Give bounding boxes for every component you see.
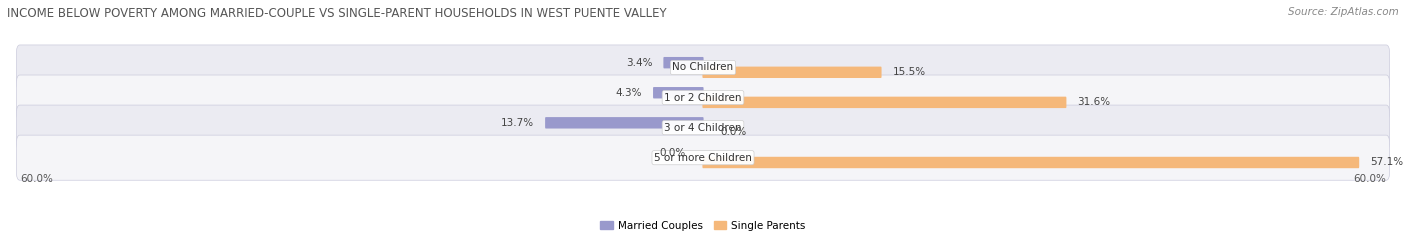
Text: 0.0%: 0.0%: [720, 127, 747, 137]
FancyBboxPatch shape: [17, 105, 1389, 150]
Text: 3 or 4 Children: 3 or 4 Children: [664, 123, 742, 133]
FancyBboxPatch shape: [703, 67, 882, 78]
Text: Source: ZipAtlas.com: Source: ZipAtlas.com: [1288, 7, 1399, 17]
Text: 31.6%: 31.6%: [1077, 97, 1111, 107]
Text: 1 or 2 Children: 1 or 2 Children: [664, 93, 742, 103]
Legend: Married Couples, Single Parents: Married Couples, Single Parents: [596, 217, 810, 233]
FancyBboxPatch shape: [652, 87, 703, 99]
Text: 4.3%: 4.3%: [616, 88, 643, 98]
Text: 15.5%: 15.5%: [893, 67, 925, 77]
Text: 3.4%: 3.4%: [626, 58, 652, 68]
Text: 57.1%: 57.1%: [1369, 158, 1403, 168]
FancyBboxPatch shape: [17, 75, 1389, 120]
Text: 5 or more Children: 5 or more Children: [654, 153, 752, 163]
FancyBboxPatch shape: [546, 117, 703, 129]
Text: 60.0%: 60.0%: [1354, 174, 1386, 184]
Text: 0.0%: 0.0%: [659, 148, 686, 158]
Text: INCOME BELOW POVERTY AMONG MARRIED-COUPLE VS SINGLE-PARENT HOUSEHOLDS IN WEST PU: INCOME BELOW POVERTY AMONG MARRIED-COUPL…: [7, 7, 666, 20]
FancyBboxPatch shape: [17, 135, 1389, 180]
Text: 13.7%: 13.7%: [501, 118, 534, 128]
FancyBboxPatch shape: [17, 45, 1389, 90]
Text: 60.0%: 60.0%: [20, 174, 52, 184]
FancyBboxPatch shape: [703, 157, 1360, 168]
FancyBboxPatch shape: [703, 97, 1066, 108]
FancyBboxPatch shape: [664, 57, 703, 69]
Text: No Children: No Children: [672, 62, 734, 72]
